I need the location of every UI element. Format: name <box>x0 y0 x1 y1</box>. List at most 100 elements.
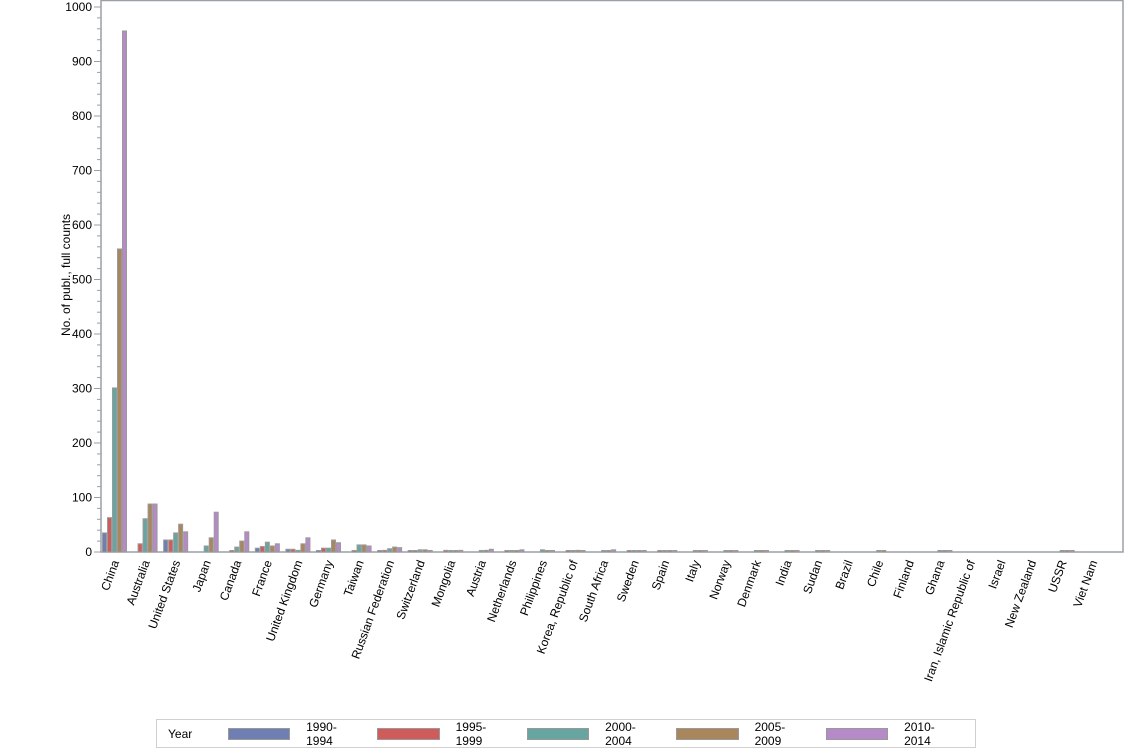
bar <box>611 549 617 553</box>
bar <box>392 546 398 553</box>
bar <box>397 547 403 553</box>
bar <box>876 550 882 553</box>
y-tick-label: 1000 <box>65 0 92 14</box>
bar <box>657 550 663 553</box>
y-tick-label: 400 <box>72 327 92 341</box>
y-tick-label: 200 <box>72 436 92 450</box>
bar <box>544 550 550 553</box>
bar <box>422 549 428 553</box>
bar <box>264 541 270 553</box>
bar <box>300 543 306 553</box>
bar <box>815 550 821 553</box>
bar <box>117 248 122 553</box>
bar <box>733 550 739 553</box>
bar <box>662 550 668 553</box>
bar <box>1064 550 1070 553</box>
bar <box>208 537 214 553</box>
bar <box>702 550 708 553</box>
bar <box>697 550 703 553</box>
bar <box>382 549 388 553</box>
y-tick-label: 100 <box>72 491 92 505</box>
x-category-label: United States <box>145 558 183 630</box>
legend-item: 2010-2014 <box>825 719 961 748</box>
x-category-label: India <box>773 558 795 588</box>
x-category-label: Japan <box>189 558 213 594</box>
x-category-label: Sweden <box>614 558 642 604</box>
x-category-label: Chile <box>864 558 887 589</box>
plot-frame <box>100 0 1124 553</box>
bar <box>178 523 184 553</box>
bar <box>147 503 153 553</box>
x-category-label: South Africa <box>576 558 611 624</box>
bar <box>820 550 826 553</box>
bar <box>427 550 433 553</box>
bar <box>641 550 647 553</box>
y-tick-label: 0 <box>85 545 92 559</box>
bar <box>417 549 423 553</box>
bar <box>1069 550 1075 553</box>
bar <box>631 550 637 553</box>
bar <box>234 546 240 553</box>
x-category-label: Canada <box>217 558 245 603</box>
bar <box>229 550 235 553</box>
bar <box>112 387 117 553</box>
bar <box>458 549 464 553</box>
bar <box>137 543 143 553</box>
bar <box>794 550 800 553</box>
bar <box>937 550 943 553</box>
bar <box>152 503 158 553</box>
x-category-label: Brazil <box>832 558 855 591</box>
bar <box>758 550 764 553</box>
x-category-label: Germany <box>306 558 336 609</box>
legend-label: 1990-1994 <box>306 719 337 748</box>
bar <box>1059 550 1065 553</box>
bar <box>387 548 393 553</box>
bar <box>580 550 586 553</box>
x-category-label: Mongolia <box>429 558 459 609</box>
legend-swatch <box>227 727 291 740</box>
legend-item: 1995-1999 <box>377 720 512 748</box>
bar <box>173 532 179 553</box>
bar <box>728 550 734 553</box>
bar <box>107 517 112 553</box>
bar <box>335 542 341 553</box>
bar <box>330 539 336 553</box>
y-tick-label: 500 <box>72 273 92 287</box>
y-tick-label: 600 <box>72 218 92 232</box>
legend-label: 1995-1999 <box>455 719 487 748</box>
y-tick-label: 300 <box>72 382 92 396</box>
x-category-label: Ghana <box>922 558 948 597</box>
bar <box>254 547 260 553</box>
bar <box>305 537 311 553</box>
x-category-label: Norway <box>706 558 733 601</box>
y-axis-label: No. of publ., full counts <box>59 213 74 337</box>
bar <box>448 550 454 553</box>
legend-label: 2010-2014 <box>904 719 935 748</box>
x-category-label: Australia <box>124 558 153 607</box>
bar <box>636 550 642 553</box>
bar <box>407 550 413 553</box>
bar <box>122 30 127 553</box>
bar <box>412 550 418 553</box>
x-category-label: Netherlands <box>484 558 519 624</box>
bar <box>290 548 296 553</box>
x-category-label: Taiwan <box>341 558 367 598</box>
x-category-label: Switzerland <box>393 558 427 621</box>
bar <box>504 550 510 553</box>
bar <box>509 550 515 553</box>
bar <box>570 550 576 553</box>
bar <box>320 547 326 553</box>
bar <box>443 549 449 553</box>
bar <box>606 550 612 553</box>
bar <box>488 548 494 553</box>
legend-label: 2005-2009 <box>754 719 786 748</box>
bar <box>753 550 759 553</box>
bar <box>285 548 291 553</box>
x-category-label: China <box>98 558 122 593</box>
bar <box>274 543 280 553</box>
legend-label: 2000-2004 <box>605 719 636 748</box>
bar <box>784 550 790 553</box>
bar <box>102 532 107 553</box>
legend-item: 2000-2004 <box>526 719 662 748</box>
